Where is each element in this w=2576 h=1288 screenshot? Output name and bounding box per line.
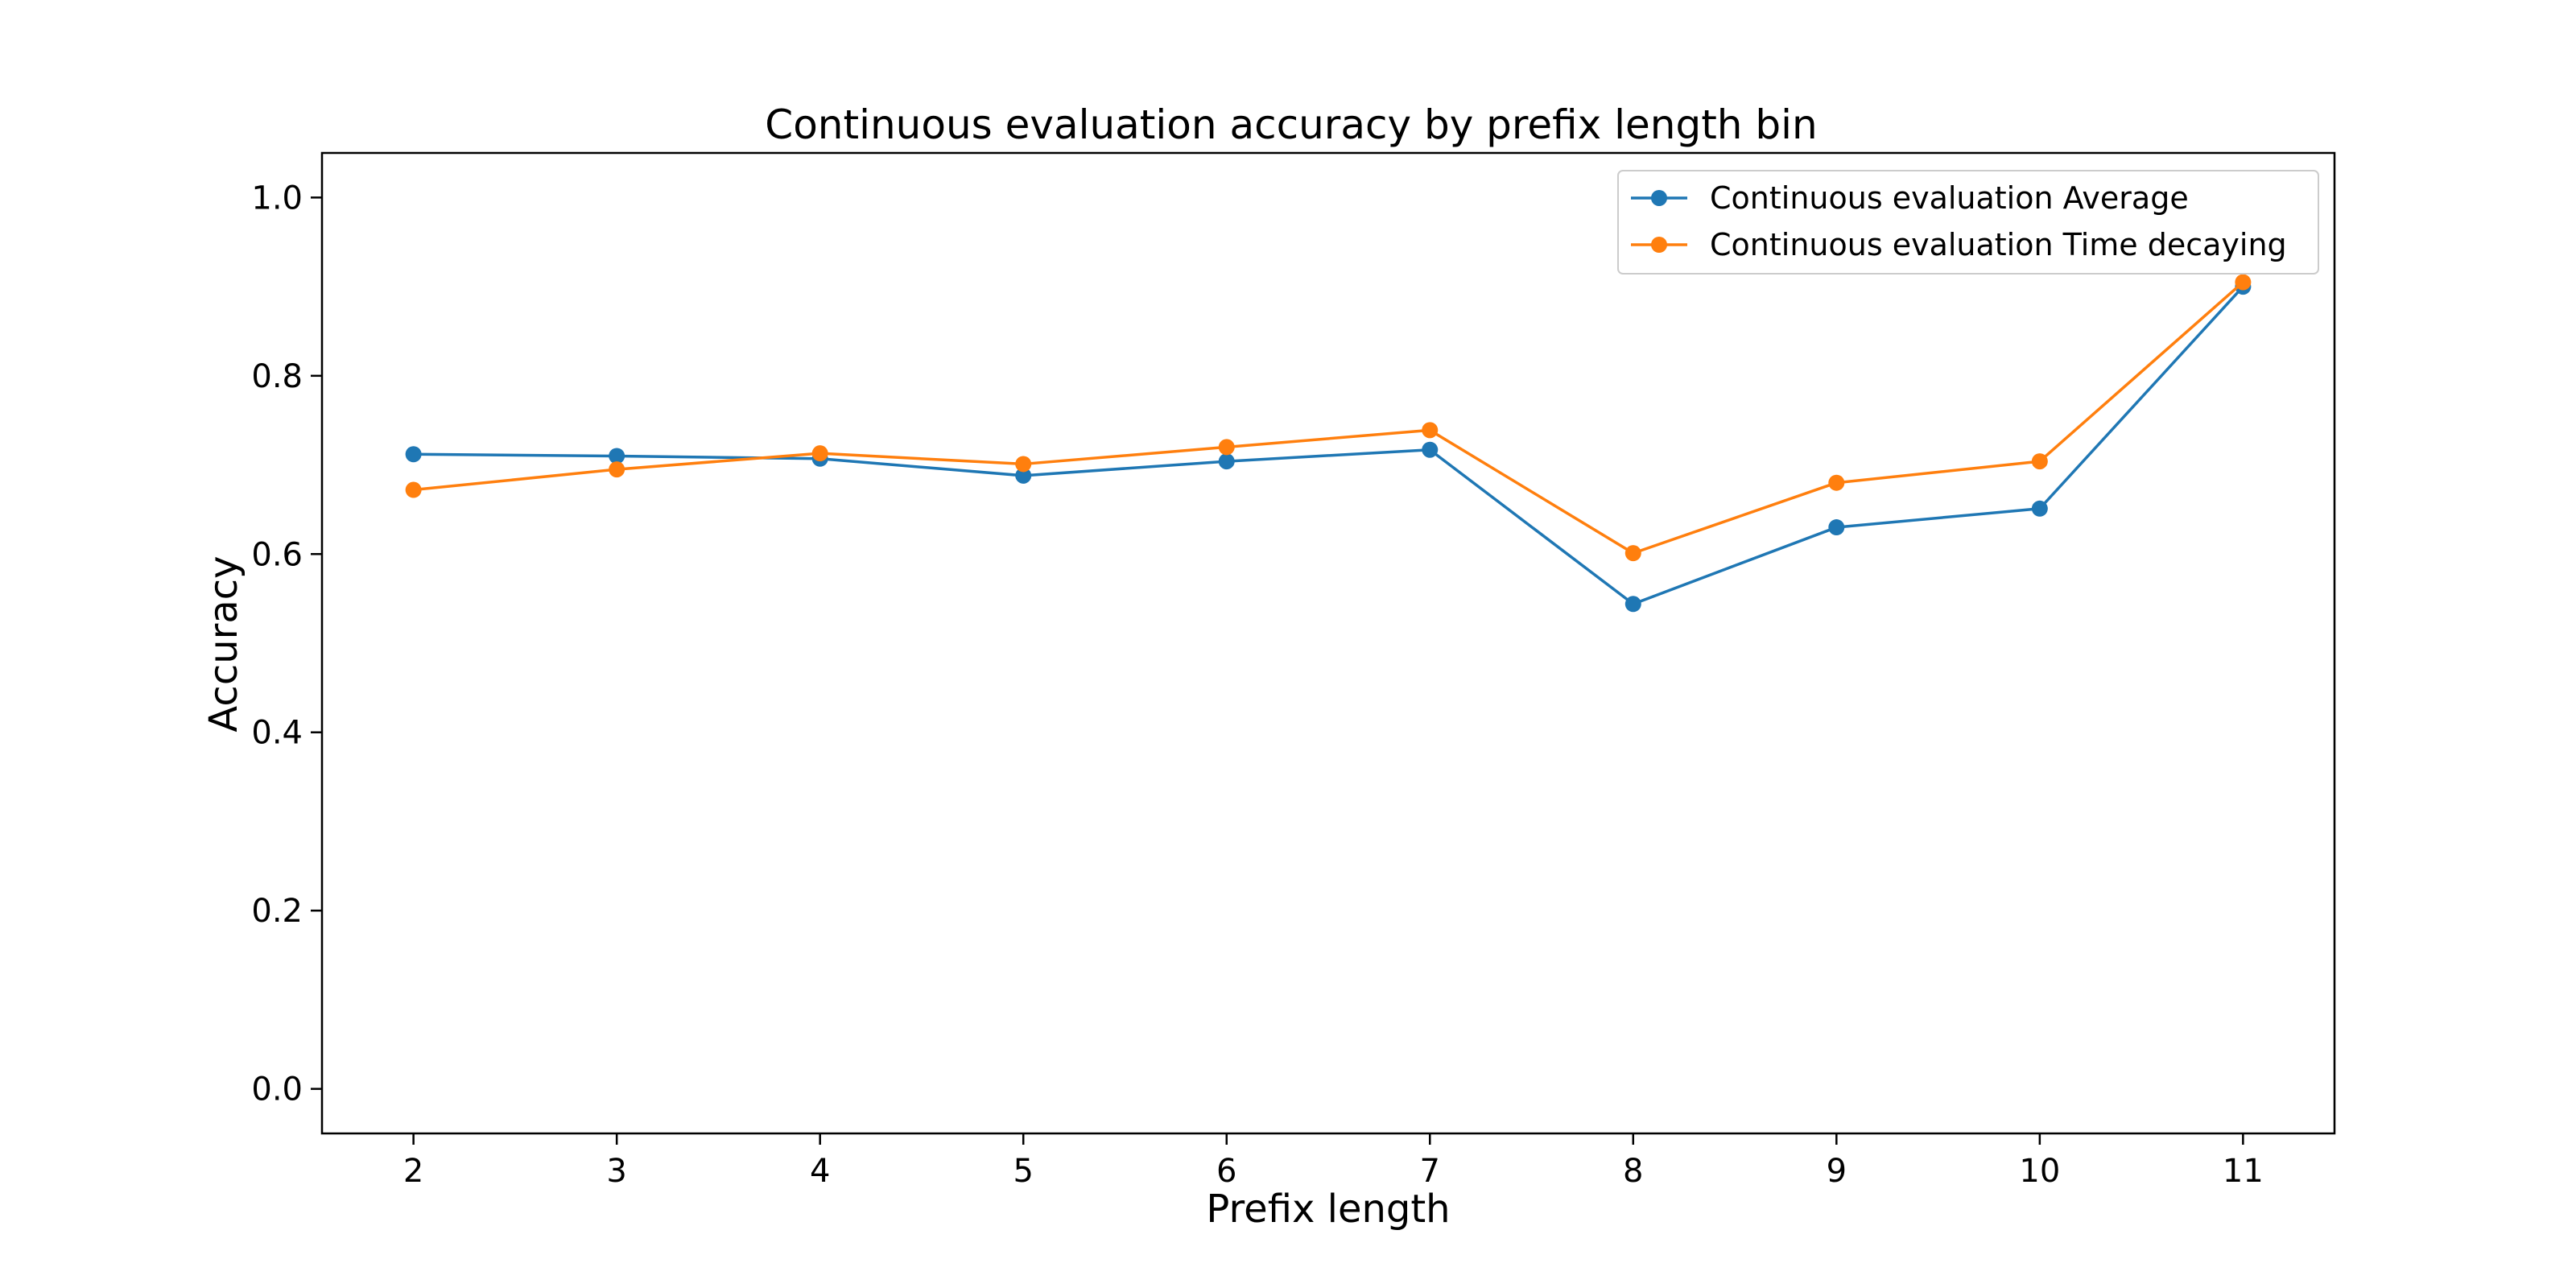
x-tick-label: 10 bbox=[2019, 1153, 2060, 1190]
legend-label: Continuous evaluation Time decaying bbox=[1710, 227, 2287, 262]
x-tick-label: 9 bbox=[1827, 1153, 1847, 1190]
legend: Continuous evaluation Average Continuous … bbox=[1617, 170, 2319, 275]
x-tick-label: 11 bbox=[2223, 1153, 2264, 1190]
legend-box bbox=[1617, 170, 2319, 275]
x-axis: 2 3 4 5 6 7 8 9 10 11 bbox=[403, 1133, 2264, 1190]
y-axis-label: Accuracy bbox=[201, 555, 246, 732]
y-tick-label: 0.0 bbox=[251, 1071, 303, 1108]
data-point bbox=[1624, 596, 1641, 613]
x-axis-label: Prefix length bbox=[1206, 1187, 1450, 1232]
data-point bbox=[1624, 545, 1641, 562]
series-2 bbox=[405, 274, 2252, 562]
data-point bbox=[2031, 453, 2048, 470]
data-point bbox=[1828, 519, 1845, 536]
x-tick-label: 5 bbox=[1013, 1153, 1033, 1190]
data-point bbox=[609, 448, 625, 464]
y-tick-label: 0.6 bbox=[251, 536, 303, 573]
x-tick-label: 6 bbox=[1216, 1153, 1236, 1190]
series-1 bbox=[405, 279, 2252, 613]
series-line bbox=[413, 281, 2244, 555]
data-point bbox=[1218, 453, 1235, 470]
legend-swatch-marker bbox=[1651, 190, 1667, 206]
data-point bbox=[1218, 439, 1235, 456]
data-point bbox=[1422, 441, 1439, 458]
series-line bbox=[413, 285, 2244, 606]
data-point bbox=[1015, 467, 1032, 484]
data-point bbox=[1015, 456, 1032, 473]
y-tick-label: 0.8 bbox=[251, 358, 303, 395]
x-tick-label: 8 bbox=[1623, 1153, 1643, 1190]
legend-label: Continuous evaluation Average bbox=[1710, 180, 2189, 216]
data-point bbox=[2031, 500, 2048, 517]
data-point bbox=[1422, 422, 1439, 439]
y-axis: 0.0 0.2 0.4 0.6 0.8 1.0 bbox=[251, 180, 322, 1108]
x-tick-label: 7 bbox=[1420, 1153, 1440, 1190]
data-point bbox=[405, 446, 422, 463]
x-tick-label: 3 bbox=[606, 1153, 626, 1190]
x-tick-label: 4 bbox=[810, 1153, 830, 1190]
plot-frame bbox=[320, 151, 2336, 1135]
data-point bbox=[405, 481, 422, 498]
data-point bbox=[2235, 274, 2252, 291]
y-tick-label: 0.2 bbox=[251, 893, 303, 930]
data-point bbox=[811, 445, 828, 462]
data-point bbox=[1828, 474, 1845, 491]
plot-area bbox=[405, 274, 2252, 613]
chart-title: Continuous evaluation accuracy by prefix… bbox=[765, 101, 1817, 148]
data-point bbox=[609, 461, 625, 478]
legend-swatch-marker bbox=[1651, 237, 1667, 253]
y-tick-label: 0.4 bbox=[251, 715, 303, 752]
y-tick-label: 1.0 bbox=[251, 180, 303, 217]
x-tick-label: 2 bbox=[403, 1153, 423, 1190]
